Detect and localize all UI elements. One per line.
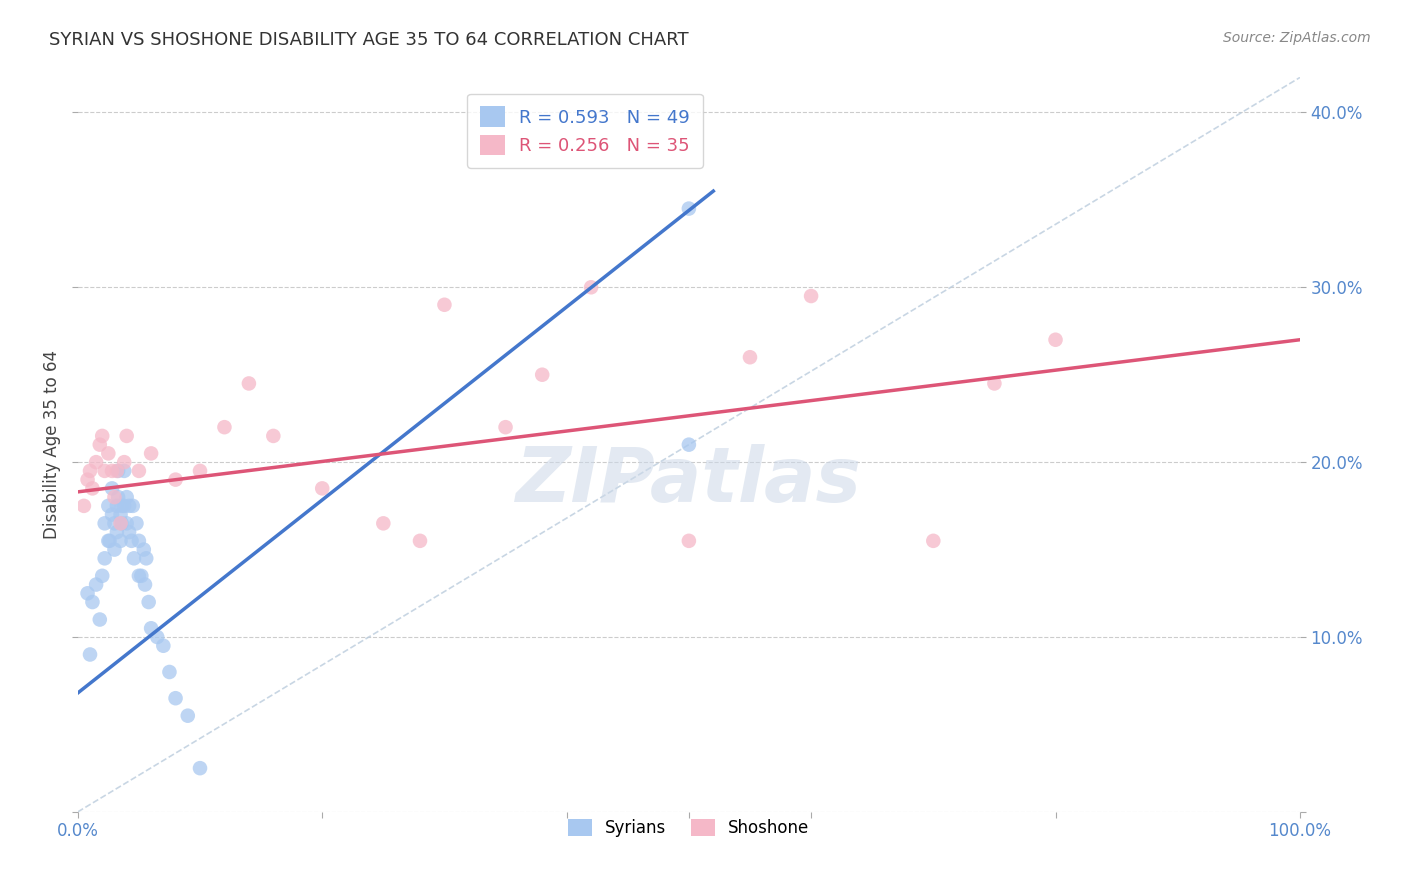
Point bbox=[373, 516, 395, 531]
Point bbox=[146, 630, 169, 644]
Point bbox=[188, 761, 211, 775]
Point bbox=[105, 464, 128, 478]
Point bbox=[177, 708, 200, 723]
Point bbox=[84, 455, 107, 469]
Point bbox=[118, 525, 141, 540]
Point bbox=[101, 508, 124, 522]
Point bbox=[93, 516, 115, 531]
Point bbox=[98, 533, 121, 548]
Point bbox=[159, 665, 181, 679]
Point bbox=[118, 499, 141, 513]
Point bbox=[93, 551, 115, 566]
Point bbox=[110, 533, 132, 548]
Point bbox=[238, 376, 260, 391]
Point bbox=[922, 533, 945, 548]
Point bbox=[101, 464, 124, 478]
Point bbox=[125, 516, 148, 531]
Point bbox=[311, 482, 333, 496]
Point bbox=[97, 533, 120, 548]
Point bbox=[531, 368, 554, 382]
Y-axis label: Disability Age 35 to 64: Disability Age 35 to 64 bbox=[44, 351, 60, 539]
Point bbox=[110, 508, 132, 522]
Point bbox=[409, 533, 432, 548]
Text: Source: ZipAtlas.com: Source: ZipAtlas.com bbox=[1223, 31, 1371, 45]
Point bbox=[121, 533, 143, 548]
Point bbox=[111, 516, 134, 531]
Point bbox=[134, 577, 156, 591]
Point bbox=[112, 464, 135, 478]
Point bbox=[678, 437, 700, 451]
Point bbox=[165, 691, 187, 706]
Point bbox=[91, 429, 114, 443]
Point bbox=[103, 516, 125, 531]
Point bbox=[105, 499, 128, 513]
Point bbox=[110, 516, 132, 531]
Point bbox=[579, 280, 602, 294]
Point bbox=[89, 613, 111, 627]
Point bbox=[101, 482, 124, 496]
Point bbox=[111, 499, 134, 513]
Point bbox=[262, 429, 284, 443]
Point bbox=[97, 499, 120, 513]
Point bbox=[79, 464, 101, 478]
Text: SYRIAN VS SHOSHONE DISABILITY AGE 35 TO 64 CORRELATION CHART: SYRIAN VS SHOSHONE DISABILITY AGE 35 TO … bbox=[49, 31, 689, 49]
Point bbox=[103, 542, 125, 557]
Point bbox=[73, 499, 96, 513]
Point bbox=[132, 542, 155, 557]
Point bbox=[93, 464, 115, 478]
Point bbox=[107, 464, 129, 478]
Point bbox=[128, 533, 150, 548]
Point bbox=[82, 482, 104, 496]
Point bbox=[107, 490, 129, 504]
Point bbox=[79, 648, 101, 662]
Point bbox=[76, 473, 98, 487]
Point bbox=[89, 437, 111, 451]
Point bbox=[105, 525, 128, 540]
Point bbox=[165, 473, 187, 487]
Point bbox=[97, 446, 120, 460]
Point bbox=[495, 420, 517, 434]
Point bbox=[112, 499, 135, 513]
Point bbox=[84, 577, 107, 591]
Point bbox=[139, 446, 162, 460]
Point bbox=[76, 586, 98, 600]
Point bbox=[1045, 333, 1067, 347]
Point bbox=[115, 490, 138, 504]
Point bbox=[678, 202, 700, 216]
Point bbox=[138, 595, 160, 609]
Point bbox=[214, 420, 236, 434]
Point bbox=[115, 429, 138, 443]
Point bbox=[738, 350, 761, 364]
Point bbox=[800, 289, 823, 303]
Point bbox=[82, 595, 104, 609]
Point bbox=[115, 516, 138, 531]
Point bbox=[983, 376, 1005, 391]
Point bbox=[678, 533, 700, 548]
Point bbox=[91, 569, 114, 583]
Point bbox=[103, 490, 125, 504]
Point bbox=[121, 499, 143, 513]
Point bbox=[152, 639, 174, 653]
Point bbox=[139, 621, 162, 635]
Point bbox=[135, 551, 157, 566]
Point bbox=[433, 298, 456, 312]
Point bbox=[131, 569, 153, 583]
Point bbox=[112, 455, 135, 469]
Text: ZIPatlas: ZIPatlas bbox=[516, 444, 862, 518]
Point bbox=[128, 464, 150, 478]
Point bbox=[122, 551, 145, 566]
Point bbox=[188, 464, 211, 478]
Point bbox=[128, 569, 150, 583]
Legend: Syrians, Shoshone: Syrians, Shoshone bbox=[562, 813, 815, 844]
